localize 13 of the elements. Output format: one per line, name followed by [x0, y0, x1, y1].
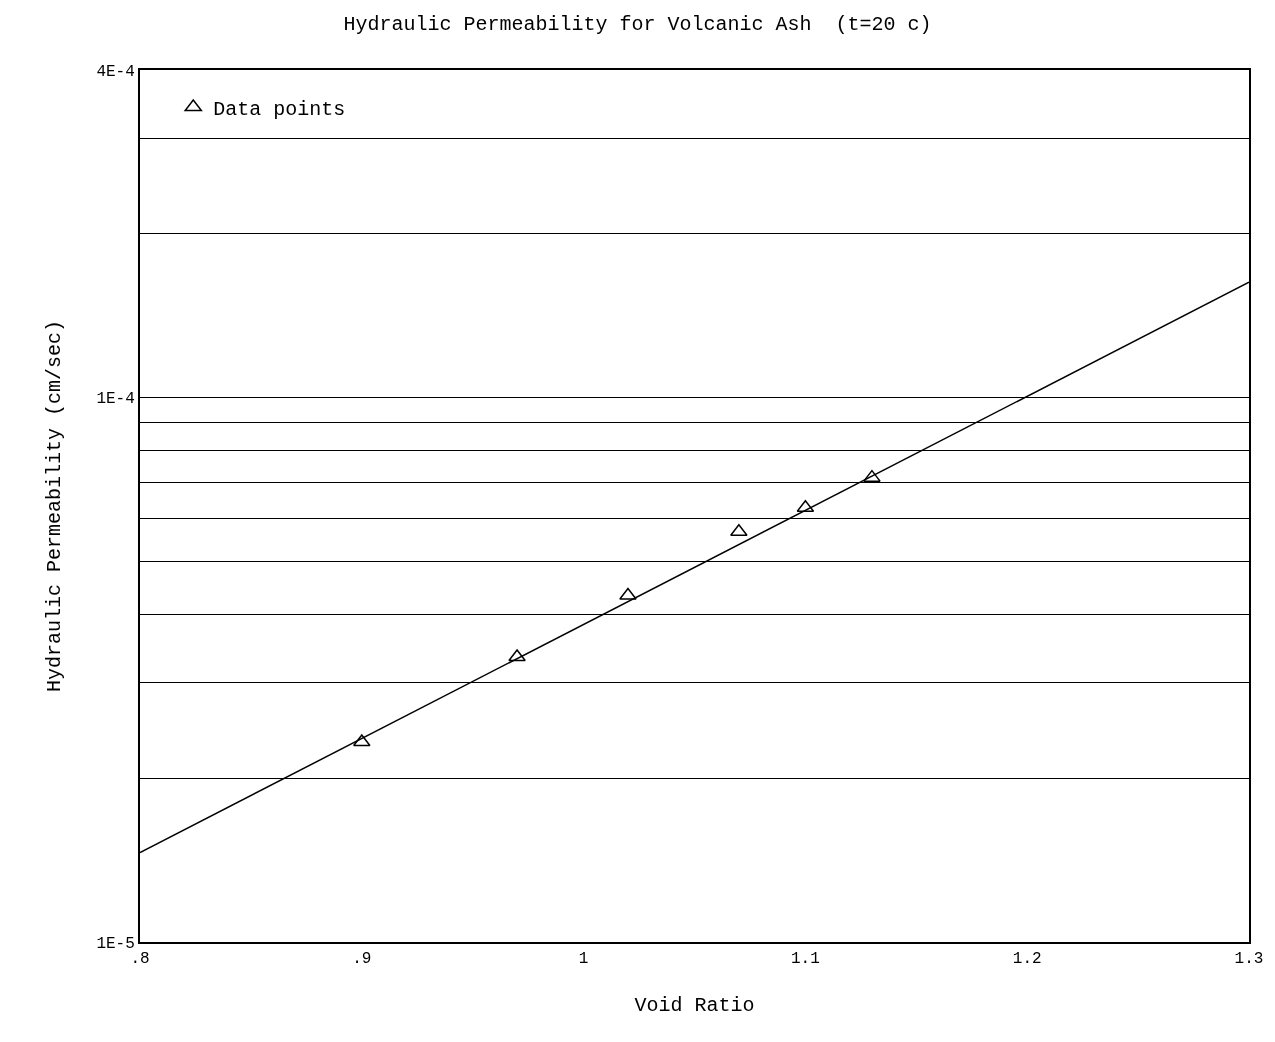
- x-tick-label: 1.1: [790, 950, 820, 969]
- y-tick-label: 4E-4: [96, 62, 135, 81]
- x-axis-title: Void Ratio: [634, 994, 755, 1018]
- x-tick-label: 1: [578, 950, 589, 969]
- y-axis-title: Hydraulic Permeability (cm/sec): [43, 319, 67, 693]
- y-tick-label: 1E-4: [96, 390, 135, 409]
- x-tick-label: .8: [130, 950, 150, 969]
- x-tick-label: 1.2: [1012, 950, 1042, 969]
- x-tick-label: .9: [352, 950, 372, 969]
- chart-title: Hydraulic Permeability for Volcanic Ash (t=20 c): [343, 12, 932, 36]
- y-tick-label: 1E-5: [96, 934, 135, 953]
- x-tick-label: 1.3: [1234, 950, 1264, 969]
- legend-label: Data points: [213, 97, 346, 121]
